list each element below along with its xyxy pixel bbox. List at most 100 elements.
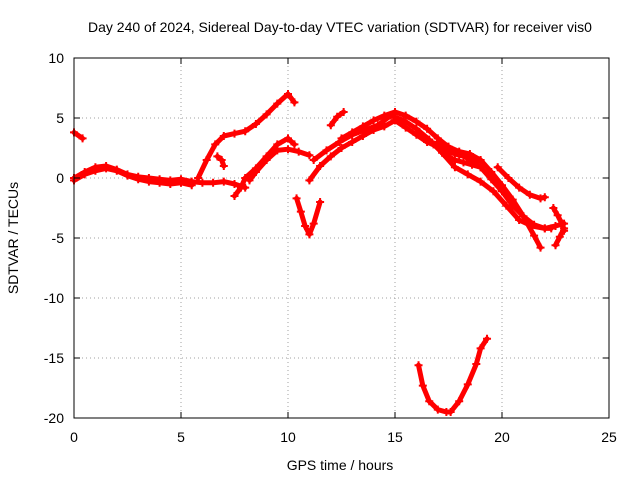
data-point xyxy=(273,99,282,108)
data-point xyxy=(333,112,342,121)
data-point xyxy=(399,116,408,125)
data-point xyxy=(525,190,534,199)
data-point xyxy=(80,170,89,179)
data-point xyxy=(337,144,346,152)
data-point xyxy=(290,98,299,107)
data-point xyxy=(230,129,239,138)
data-point xyxy=(294,147,303,156)
data-point xyxy=(476,344,485,353)
data-point xyxy=(560,224,569,233)
data-point xyxy=(230,180,239,188)
data-point xyxy=(530,231,539,240)
data-point xyxy=(423,124,432,133)
data-point xyxy=(450,156,459,164)
data-point xyxy=(322,146,331,155)
chart-title: Day 240 of 2024, Sidereal Day-to-day VTE… xyxy=(88,19,592,35)
data-point xyxy=(326,152,335,161)
data-layer xyxy=(70,90,569,416)
data-point xyxy=(412,117,421,126)
data-point xyxy=(290,140,299,149)
data-point xyxy=(241,127,250,136)
data-point xyxy=(487,175,496,184)
data-point xyxy=(348,138,357,146)
y-tick-label: 10 xyxy=(48,50,64,66)
y-tick-label: -20 xyxy=(44,410,64,426)
data-point xyxy=(134,175,143,184)
data-point xyxy=(444,142,453,151)
data-point xyxy=(493,163,502,172)
series-arc-8 xyxy=(294,195,323,237)
data-point xyxy=(463,170,472,179)
data-point xyxy=(380,122,389,131)
data-point xyxy=(557,219,566,228)
data-point xyxy=(465,156,474,164)
x-tick-label: 25 xyxy=(601,429,617,445)
data-point xyxy=(326,121,335,130)
data-point xyxy=(418,381,427,390)
data-point xyxy=(337,134,346,143)
data-point xyxy=(91,166,100,175)
data-point xyxy=(530,220,539,229)
data-point xyxy=(498,187,506,196)
data-point xyxy=(251,168,260,176)
data-point xyxy=(155,178,164,187)
data-point xyxy=(515,216,524,224)
data-point xyxy=(245,176,254,185)
x-tick-label: 0 xyxy=(70,429,78,445)
data-point xyxy=(166,180,175,188)
data-point xyxy=(230,192,239,200)
data-point xyxy=(429,140,438,149)
y-tick-label: -10 xyxy=(44,290,64,306)
data-point xyxy=(553,211,562,220)
data-point xyxy=(455,148,464,157)
data-point xyxy=(305,230,314,239)
data-point xyxy=(414,361,423,370)
data-point xyxy=(504,174,513,182)
data-point xyxy=(202,156,211,164)
data-point xyxy=(549,204,558,212)
data-point xyxy=(433,405,442,414)
data-point xyxy=(416,130,425,139)
data-point xyxy=(369,116,378,125)
data-point xyxy=(551,241,560,250)
data-point xyxy=(301,222,310,230)
data-point xyxy=(425,397,434,406)
data-point xyxy=(540,193,549,202)
y-tick-label: -5 xyxy=(52,230,65,246)
data-point xyxy=(112,166,121,175)
data-point xyxy=(262,156,271,164)
data-point xyxy=(476,177,485,186)
x-axis-label: GPS time / hours xyxy=(287,457,394,473)
data-point xyxy=(459,158,468,167)
data-point xyxy=(273,146,282,155)
data-point xyxy=(446,408,455,416)
data-point xyxy=(472,360,481,368)
data-point xyxy=(519,212,528,221)
data-point xyxy=(296,207,305,216)
data-point xyxy=(440,150,449,158)
data-point xyxy=(391,108,399,116)
data-point xyxy=(284,90,292,98)
data-point xyxy=(455,397,464,406)
data-point xyxy=(144,177,153,186)
data-point xyxy=(536,243,545,252)
data-point xyxy=(450,163,459,172)
data-point xyxy=(187,181,196,190)
data-point xyxy=(508,201,517,210)
data-point xyxy=(177,178,185,187)
data-point xyxy=(373,121,382,130)
x-tick-label: 5 xyxy=(177,429,185,445)
data-point xyxy=(213,152,222,161)
data-point xyxy=(339,108,348,116)
data-point xyxy=(219,162,228,170)
data-point xyxy=(251,120,260,128)
data-point xyxy=(316,162,325,170)
data-point xyxy=(198,178,207,187)
data-point xyxy=(262,110,271,119)
data-point xyxy=(236,183,245,192)
series-arc-4 xyxy=(195,91,297,181)
data-point xyxy=(292,194,301,203)
data-point xyxy=(78,134,87,143)
data-point xyxy=(209,178,218,187)
